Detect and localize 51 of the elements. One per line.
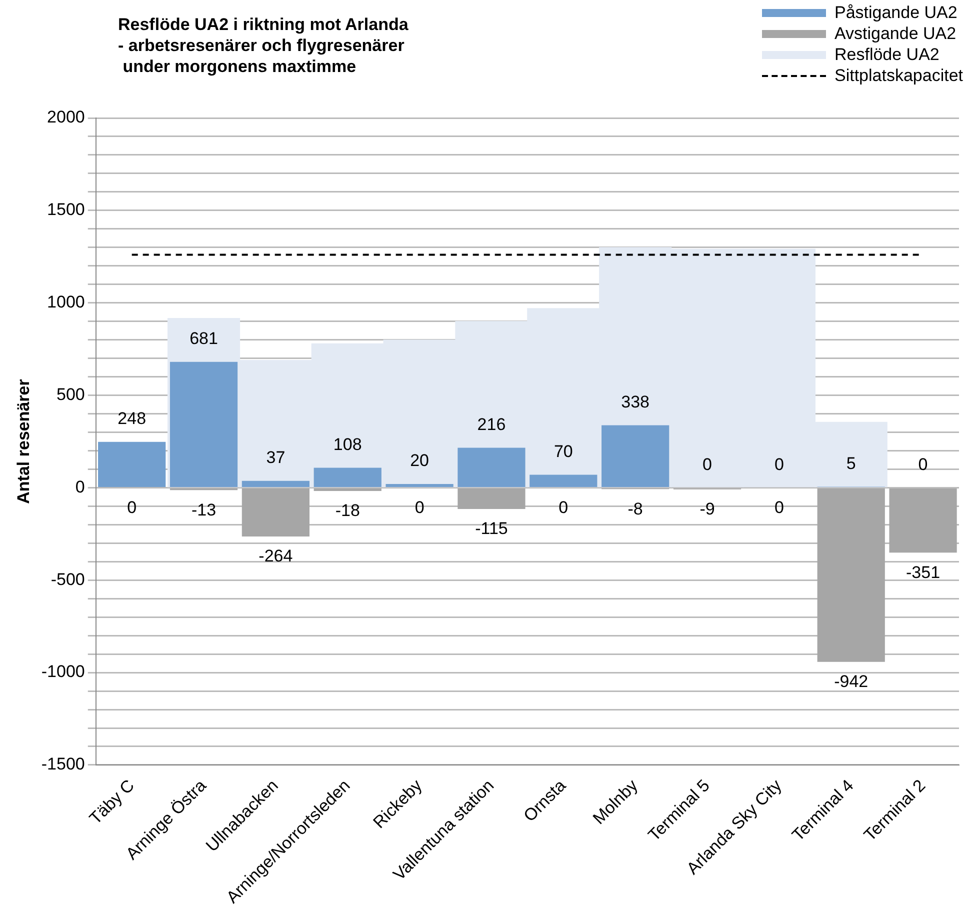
y-axis-title: Antal resenärer (14, 378, 33, 504)
bar (458, 488, 526, 509)
legend-label: Avstigande UA2 (834, 23, 956, 44)
data-label: 5 (846, 454, 856, 473)
bar (530, 474, 598, 487)
data-label: -13 (191, 500, 216, 520)
data-label: 20 (410, 451, 430, 470)
bar (458, 448, 526, 487)
legend-label: Resflöde UA2 (834, 44, 940, 65)
bar (98, 442, 166, 487)
data-label: 70 (554, 442, 573, 461)
y-tick-label: 2000 (47, 108, 85, 127)
bar (889, 488, 957, 553)
data-label: -18 (335, 501, 360, 520)
data-label: 216 (477, 414, 506, 434)
legend-label: Sittplatskapacitet (834, 65, 963, 86)
data-label: 0 (127, 498, 137, 517)
bar (170, 362, 238, 487)
data-label: 338 (621, 392, 650, 412)
y-tick-label: 500 (56, 384, 85, 404)
data-label: 0 (774, 454, 784, 474)
data-label: 0 (774, 498, 784, 517)
chart-title: Resflöde UA2 i riktning mot Arlanda - arbetsresenärer och flygresenärer under morgonens maxtimme (118, 14, 408, 77)
data-label: -264 (258, 546, 293, 566)
bar (242, 480, 310, 487)
data-label: 0 (414, 498, 424, 517)
y-tick-label: 1500 (47, 200, 85, 220)
data-label: -8 (628, 499, 643, 518)
data-label: 0 (558, 498, 568, 517)
data-label: -942 (834, 672, 868, 692)
bar (817, 488, 885, 662)
data-label: 108 (333, 434, 362, 454)
bar (602, 425, 670, 487)
data-label: 37 (266, 448, 286, 468)
data-label: 0 (702, 454, 712, 474)
y-tick-label: -500 (50, 570, 85, 589)
bar (314, 488, 382, 492)
y-tick-label: -1000 (41, 662, 85, 682)
data-label: 681 (190, 329, 218, 348)
data-label: -351 (906, 562, 940, 582)
bar (242, 488, 310, 537)
y-tick-label: 1000 (47, 292, 85, 312)
data-label: 0 (918, 454, 928, 474)
bar (314, 468, 382, 487)
data-label: 248 (118, 409, 146, 428)
y-tick-label: -1500 (41, 754, 85, 774)
legend-label: Påstigande UA2 (834, 2, 958, 23)
data-label: -9 (700, 500, 715, 519)
bar (386, 484, 454, 487)
y-tick-label: 0 (75, 477, 85, 496)
data-label: -115 (475, 519, 508, 538)
